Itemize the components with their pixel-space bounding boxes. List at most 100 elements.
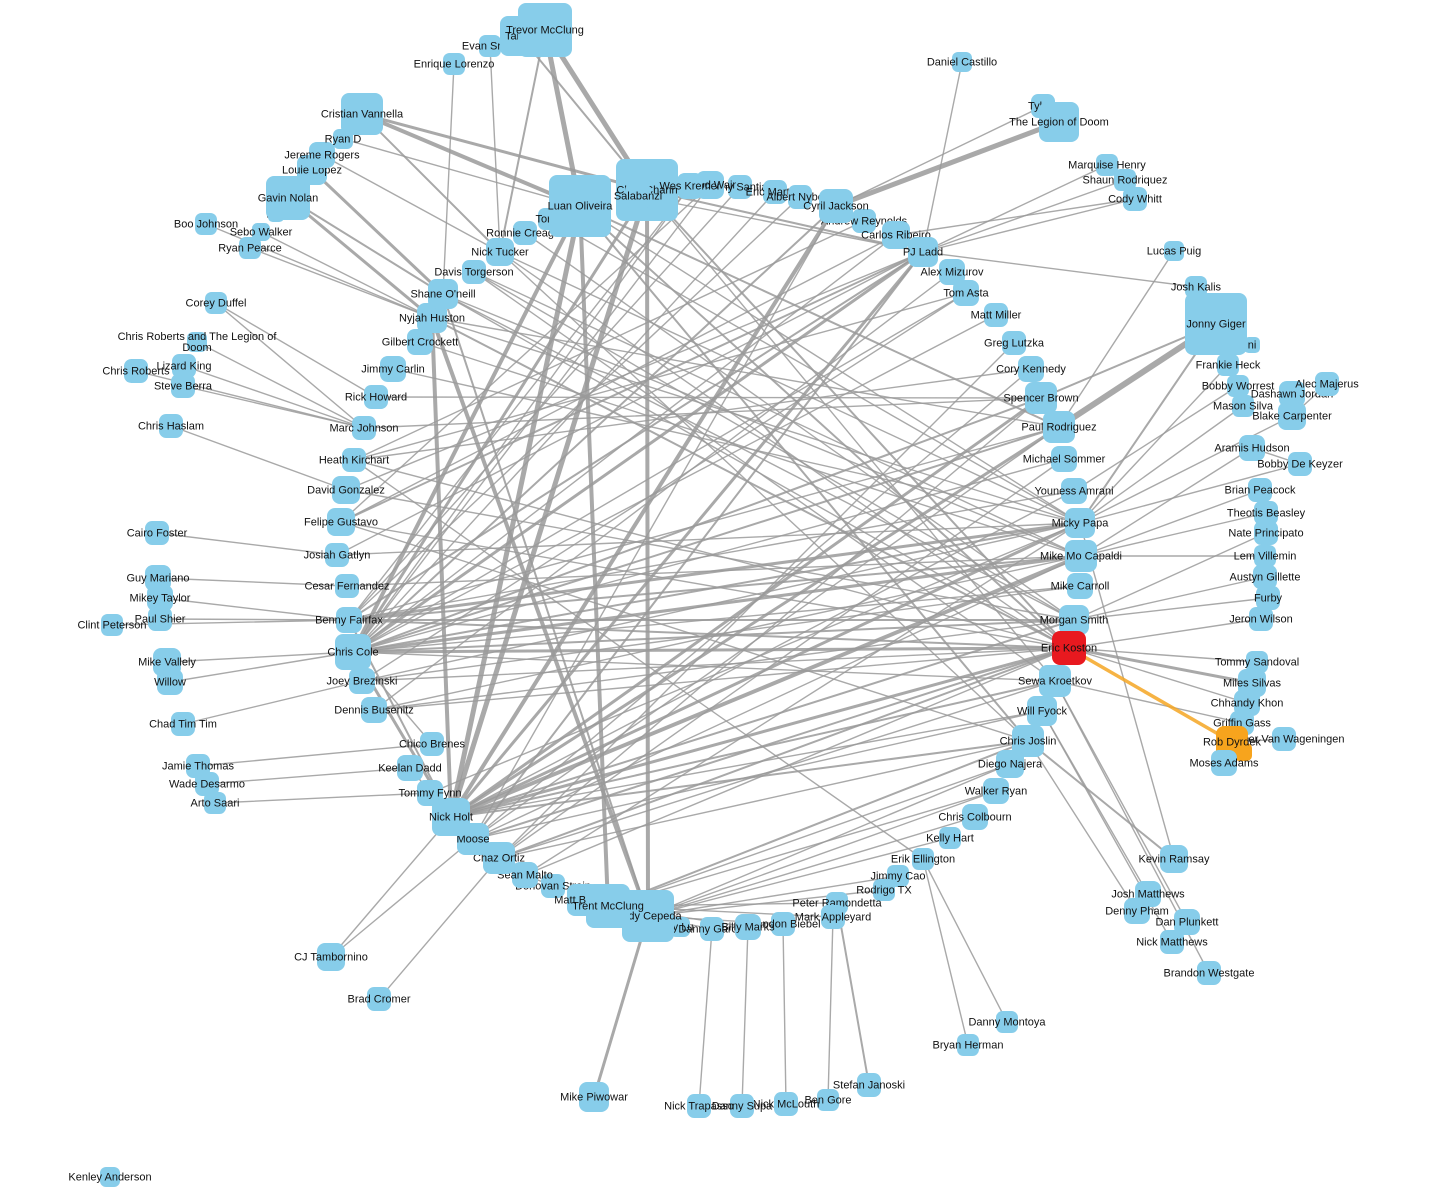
node-box <box>687 1094 711 1118</box>
node-box <box>1174 909 1200 935</box>
node-box <box>380 356 406 382</box>
graph-edge <box>646 189 1070 649</box>
graph-edge <box>922 198 1136 253</box>
node-box <box>1065 508 1095 538</box>
graph-edge <box>449 250 925 819</box>
graph-edge <box>1080 512 1267 557</box>
graph-edge <box>353 292 967 461</box>
graph-node-jonny-giger[interactable]: Jonny Giger <box>1185 293 1247 355</box>
graph-edge <box>340 521 1029 742</box>
graph-edge <box>363 397 1042 429</box>
graph-edge <box>1058 250 1175 428</box>
graph-edge <box>352 292 967 653</box>
graph-edge <box>579 205 1029 742</box>
node-box <box>1002 331 1026 355</box>
node-box <box>145 521 169 545</box>
node-box <box>417 780 443 806</box>
graph-edge <box>895 198 1136 236</box>
graph-edge <box>353 459 924 860</box>
node-box <box>397 755 423 781</box>
node-box <box>1254 521 1278 545</box>
node-box <box>1012 725 1044 757</box>
graph-edge <box>498 647 1070 859</box>
node-box <box>625 183 651 209</box>
node-box <box>171 712 195 736</box>
node-box <box>195 213 217 235</box>
graph-edge <box>353 368 1032 461</box>
node-box <box>367 987 391 1011</box>
graph-edge <box>579 205 1070 649</box>
node-box <box>1065 540 1097 572</box>
node-box <box>1254 545 1276 567</box>
graph-node-pj-ladd[interactable]: PJ Ladd <box>903 237 943 267</box>
graph-edge <box>159 597 350 621</box>
graph-edge <box>833 119 1062 209</box>
node-box <box>364 385 388 409</box>
node-box <box>239 237 261 259</box>
node-box <box>317 943 345 971</box>
graph-edge <box>260 231 433 319</box>
node-box <box>728 175 752 199</box>
node-box <box>962 804 988 830</box>
node-box <box>677 173 703 199</box>
node-box <box>1164 241 1184 261</box>
node-box <box>341 93 383 135</box>
graph-edge <box>472 710 1043 840</box>
graph-edge <box>373 555 1082 711</box>
graph-edge <box>1068 647 1258 663</box>
graph-node-luan-oliveira[interactable]: Luan Oliveira <box>548 175 614 237</box>
node-box <box>996 750 1024 778</box>
graph-edge <box>449 646 1071 819</box>
graph-edge <box>373 619 1075 711</box>
node-box <box>518 3 572 57</box>
node-box <box>984 303 1008 327</box>
node-box <box>1211 750 1237 776</box>
graph-edge <box>348 426 1060 621</box>
node-box <box>1160 845 1188 873</box>
graph-edge <box>1073 532 1267 621</box>
node-box <box>670 917 690 937</box>
node-box <box>327 508 355 536</box>
node-box <box>1278 402 1306 430</box>
node-box <box>336 607 362 633</box>
graph-edge <box>169 651 354 683</box>
graph-edge <box>348 555 1082 621</box>
graph-edge <box>361 522 1081 682</box>
graph-edge <box>498 680 1056 859</box>
node-box <box>1227 375 1249 397</box>
graph-edge <box>342 138 581 207</box>
node-box <box>1246 651 1268 673</box>
graph-edge <box>378 857 500 1000</box>
node-box <box>953 280 979 306</box>
node-box <box>1039 102 1079 142</box>
graph-edge <box>373 647 1070 711</box>
node-box <box>983 778 1009 804</box>
node-box <box>205 292 227 314</box>
node-box <box>1217 354 1239 376</box>
node-box <box>432 798 470 836</box>
graph-edge <box>336 522 1081 556</box>
graph-edge <box>498 740 1029 859</box>
graph-edge <box>647 837 951 917</box>
graph-edge <box>449 521 1082 819</box>
graph-edge <box>330 838 474 958</box>
graph-edge <box>922 251 1197 288</box>
node-box <box>325 543 349 567</box>
graph-edge <box>472 647 1070 840</box>
graph-edge <box>1079 364 1229 524</box>
node-box <box>788 185 812 209</box>
node-box <box>512 862 538 888</box>
graph-edge <box>310 168 445 296</box>
graph-edge <box>361 113 501 253</box>
graph-edge <box>1073 576 1266 621</box>
graph-edge <box>647 790 997 917</box>
graph-node-furby[interactable]: Furby <box>1254 586 1283 610</box>
node-box <box>1279 381 1305 407</box>
graph-edge <box>449 204 838 819</box>
graph-edge <box>782 923 787 1105</box>
graph-edge <box>215 302 377 398</box>
node-box <box>420 732 444 756</box>
graph-edge <box>351 188 649 654</box>
graph-edge <box>166 651 354 663</box>
graph-edge <box>472 251 924 840</box>
